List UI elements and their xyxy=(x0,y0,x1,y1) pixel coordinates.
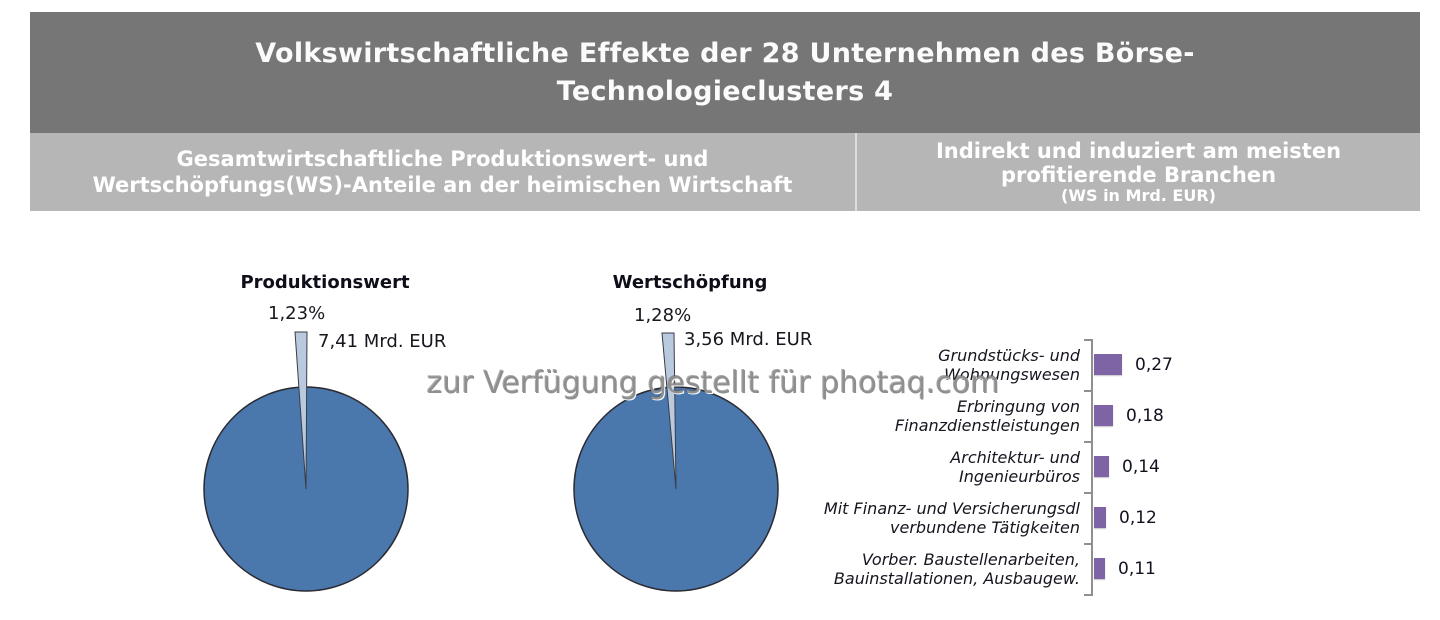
bar-value-label: 0,14 xyxy=(1122,456,1160,477)
bar-row: Mit Finanz- und Versicherungsdl verbunden… xyxy=(788,492,1228,543)
pie2-exploded-sliver-slice xyxy=(661,332,677,490)
pie2-amount-label: 3,56 Mrd. EUR xyxy=(684,329,813,350)
bar-row: Vorber. Baustellenarbeiten, Bauinstallati… xyxy=(788,543,1228,594)
bar-row: Grundstücks- und Wohnungswesen 0,27 xyxy=(788,339,1228,390)
axis-tick xyxy=(1084,441,1091,443)
right-subtitle-line2: profitierende Branchen xyxy=(1000,163,1277,187)
header-cell-divider xyxy=(855,133,857,211)
bar-value-label: 0,12 xyxy=(1119,507,1157,528)
bar-category-axis-line xyxy=(1091,339,1093,596)
pie1-produktionswert-chart xyxy=(203,331,409,592)
bar xyxy=(1094,507,1106,528)
main-title-line1: Volkswirtschaftliche Effekte der 28 Unte… xyxy=(255,37,1195,69)
bar-axis-ticks xyxy=(1084,339,1093,596)
bar-row: Architektur- und Ingenieurbüros 0,14 xyxy=(788,441,1228,492)
axis-tick xyxy=(1084,594,1091,596)
bar xyxy=(1094,354,1122,375)
axis-tick xyxy=(1084,339,1091,341)
axis-tick xyxy=(1084,543,1091,545)
bar-category-label: Vorber. Baustellenarbeiten, Bauinstallati… xyxy=(833,549,1080,588)
main-title-line2: Technologieclusters 4 xyxy=(556,75,894,107)
pie2-wertschoepfung-chart xyxy=(573,332,779,592)
pie1-amount-label: 7,41 Mrd. EUR xyxy=(318,331,447,352)
header-title-band: Volkswirtschaftliche Effekte der 28 Unte… xyxy=(30,12,1420,133)
bar-value-label: 0,27 xyxy=(1135,354,1173,375)
pie1-exploded-sliver-slice xyxy=(294,331,308,490)
watermark-text: zur Verfügung gestellt für photaq.com xyxy=(427,366,1000,401)
bar-value-label: 0,11 xyxy=(1118,558,1156,579)
left-panel-header: Gesamtwirtschaftliche Produktionswert- u… xyxy=(30,133,855,211)
bar xyxy=(1094,405,1113,426)
left-subtitle-line2: Wertschöpfungs(WS)-Anteile an der heimis… xyxy=(92,173,793,197)
bar-category-label: Architektur- und Ingenieurbüros xyxy=(950,447,1080,486)
right-panel-header: Indirekt und induziert am meisten profit… xyxy=(857,133,1420,211)
axis-tick xyxy=(1084,492,1091,494)
bar-category-label: Mit Finanz- und Versicherungsdl verbunden… xyxy=(823,498,1080,537)
axis-tick xyxy=(1084,390,1091,392)
bar-category-label: Grundstücks- und Wohnungswesen xyxy=(938,345,1080,384)
bar xyxy=(1094,558,1105,579)
bar-category-label: Erbringung von Finanzdienstleistungen xyxy=(894,396,1080,435)
right-subtitle-line1: Indirekt und induziert am meisten xyxy=(935,139,1342,163)
pie1-percent-label: 1,23% xyxy=(268,303,326,324)
bar-value-label: 0,18 xyxy=(1126,405,1164,426)
left-subtitle-line1: Gesamtwirtschaftliche Produktionswert- u… xyxy=(176,147,709,171)
right-subtitle-unit-note: (WS in Mrd. EUR) xyxy=(1061,186,1216,205)
pie1-title: Produktionswert xyxy=(240,272,410,293)
bar-row: Erbringung von Finanzdienstleistungen 0,18 xyxy=(788,390,1228,441)
pie2-percent-label: 1,28% xyxy=(634,305,692,326)
bar-chart-rows: Grundstücks- und Wohnungswesen 0,27 Erbring… xyxy=(788,339,1228,594)
header-subtitle-band: Gesamtwirtschaftliche Produktionswert- u… xyxy=(30,133,1420,211)
pie2-title: Wertschöpfung xyxy=(612,272,768,293)
bar xyxy=(1094,456,1109,477)
